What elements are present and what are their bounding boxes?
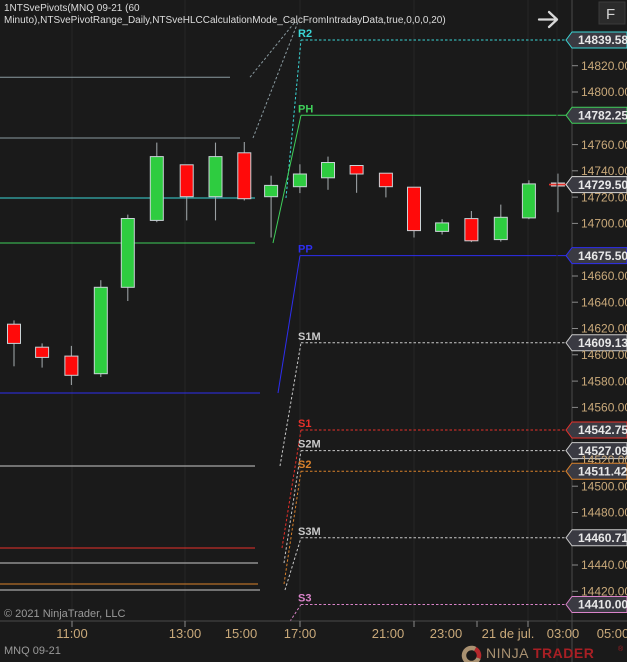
svg-text:14580.00: 14580.00: [581, 374, 627, 388]
svg-text:MNQ 09-21: MNQ 09-21: [4, 645, 61, 657]
svg-text:PP: PP: [298, 244, 313, 256]
svg-text:1NTSvePivots(MNQ 09-21 (60: 1NTSvePivots(MNQ 09-21 (60: [4, 3, 140, 14]
svg-text:14600.00: 14600.00: [581, 348, 627, 362]
svg-text:S3: S3: [298, 593, 311, 605]
svg-text:S2: S2: [298, 459, 311, 471]
svg-text:15:00: 15:00: [225, 626, 258, 641]
svg-text:21:00: 21:00: [372, 626, 405, 641]
svg-text:© 2021 NinjaTrader, LLC: © 2021 NinjaTrader, LLC: [4, 608, 125, 620]
svg-text:S3M: S3M: [298, 526, 321, 538]
svg-text:14782.25: 14782.25: [578, 109, 627, 123]
svg-text:14720.00: 14720.00: [581, 190, 627, 204]
svg-text:S1M: S1M: [298, 331, 321, 343]
svg-text:14839.58: 14839.58: [578, 33, 627, 47]
svg-text:S2M: S2M: [298, 439, 321, 451]
svg-text:14800.00: 14800.00: [581, 85, 627, 99]
svg-text:14542.75: 14542.75: [578, 423, 627, 437]
svg-text:14511.42: 14511.42: [578, 464, 627, 478]
svg-text:S1: S1: [298, 418, 311, 430]
svg-text:14500.00: 14500.00: [581, 479, 627, 493]
svg-text:PH: PH: [298, 103, 313, 115]
svg-text:23:00: 23:00: [430, 626, 463, 641]
svg-text:14480.00: 14480.00: [581, 506, 627, 520]
svg-text:03:00: 03:00: [547, 626, 580, 641]
svg-text:NINJA: NINJA: [486, 645, 529, 661]
svg-text:11:00: 11:00: [56, 626, 88, 641]
svg-text:R2: R2: [298, 28, 312, 40]
svg-text:17:00: 17:00: [284, 626, 317, 641]
svg-text:14440.00: 14440.00: [581, 558, 627, 572]
svg-text:14560.00: 14560.00: [581, 401, 627, 415]
svg-text:14700.00: 14700.00: [581, 217, 627, 231]
svg-text:14460.71: 14460.71: [578, 531, 627, 545]
svg-text:14760.00: 14760.00: [581, 138, 627, 152]
svg-text:14820.00: 14820.00: [581, 59, 627, 73]
svg-text:13:00: 13:00: [169, 626, 202, 641]
svg-text:®: ®: [618, 645, 624, 653]
svg-text:14620.00: 14620.00: [581, 322, 627, 336]
svg-text:21 de jul.: 21 de jul.: [482, 626, 535, 641]
svg-text:05:00: 05:00: [597, 626, 627, 641]
svg-text:14675.50: 14675.50: [578, 249, 627, 263]
svg-text:14410.00: 14410.00: [578, 598, 627, 612]
svg-text:Minuto),NTSvePivotRange_Daily,: Minuto),NTSvePivotRange_Daily,NTSveHLCCa…: [4, 15, 446, 26]
svg-text:14660.00: 14660.00: [581, 269, 627, 283]
svg-text:14740.00: 14740.00: [581, 164, 627, 178]
svg-text:TRADER: TRADER: [533, 645, 594, 661]
svg-text:F: F: [606, 6, 615, 23]
svg-text:14640.00: 14640.00: [581, 295, 627, 309]
